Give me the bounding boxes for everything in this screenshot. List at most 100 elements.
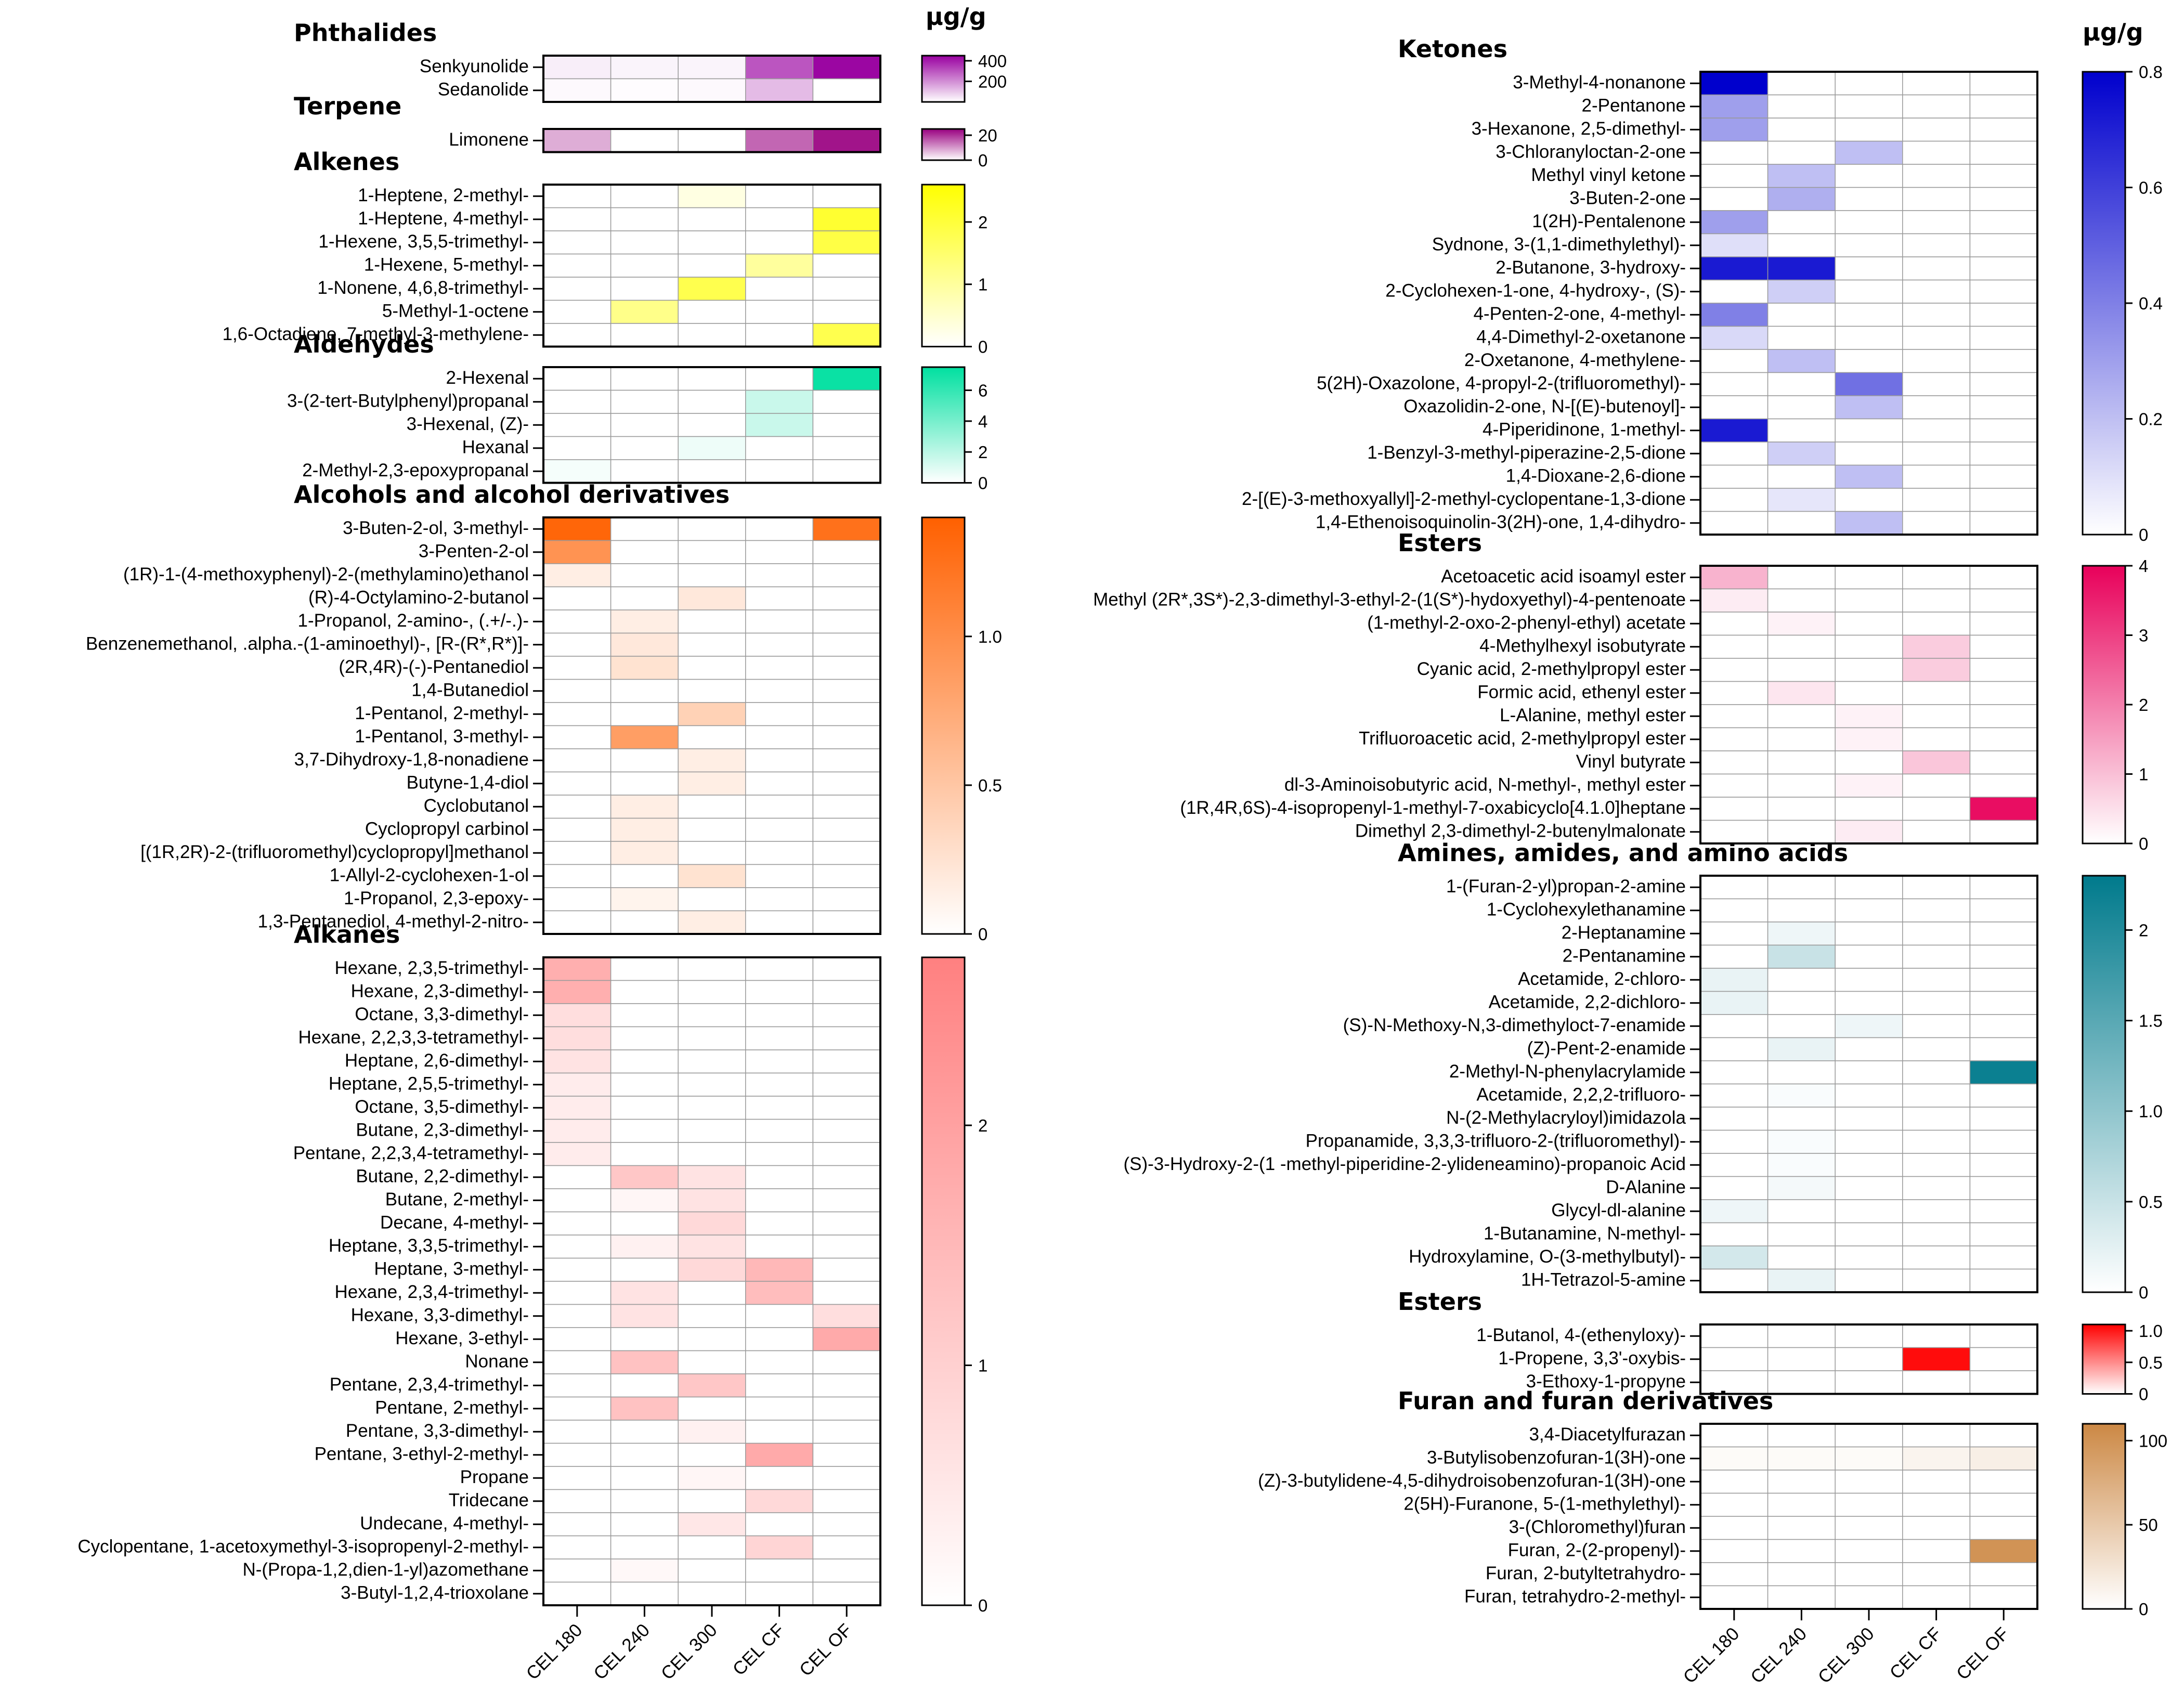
row-label: 3,4-Diacetylfurazan (1529, 1424, 1686, 1445)
heatmap-cell (1700, 395, 1769, 420)
row-label: 1-(Furan-2-yl)propan-2-amine (1446, 876, 1686, 897)
heatmap-cell (678, 795, 746, 819)
heatmap-cell (610, 367, 679, 391)
heatmap-cell (812, 1420, 881, 1444)
heatmap-cell (812, 795, 881, 819)
row-label: 1-Hexene, 3,5,5-trimethyl- (318, 231, 529, 252)
heatmap-cell (812, 207, 881, 231)
heatmap-cell (812, 1003, 881, 1028)
row-label: 2(5H)-Furanone, 5-(1-methylethyl)- (1403, 1494, 1686, 1514)
colorbar (2082, 565, 2126, 844)
heatmap-cell (1835, 349, 1903, 373)
heatmap-cell (678, 632, 746, 657)
heatmap-cell (610, 323, 679, 347)
row-label: Furan, 2-butyltetrahydro- (1486, 1563, 1686, 1583)
row-label: Butane, 2,3-dimethyl- (356, 1120, 529, 1140)
panel-title: Furan and furan derivatives (1398, 1387, 1773, 1415)
heatmap-cell (1700, 1176, 1769, 1200)
colorbar (921, 55, 966, 103)
panel-title: Alcohols and alcohol derivatives (294, 480, 730, 509)
heatmap-cell (745, 1142, 814, 1166)
heatmap-cell (678, 1096, 746, 1120)
heatmap-cell (610, 817, 679, 842)
row-label: (1R)-1-(4-methoxyphenyl)-2-(methylamino)… (123, 564, 529, 584)
heatmap-cell (543, 413, 612, 437)
heatmap-cell (1835, 1324, 1903, 1348)
heatmap-cell (745, 1211, 814, 1236)
heatmap-cell (1835, 1370, 1903, 1395)
heatmap-cell (812, 1119, 881, 1143)
colorbar-tick-label: 2 (978, 213, 987, 232)
heatmap-cell (1969, 1222, 2038, 1246)
heatmap-cell (1835, 1492, 1903, 1517)
heatmap-cell (610, 1466, 679, 1490)
heatmap-cell (1767, 565, 1836, 590)
heatmap-cell (1969, 991, 2038, 1015)
heatmap-cell (543, 817, 612, 842)
heatmap-cell (745, 459, 814, 484)
row-label: Cyclopentane, 1-acetoxymethyl-3-isoprope… (77, 1537, 529, 1557)
row-label: Furan, tetrahydro-2-methyl- (1464, 1587, 1686, 1607)
heatmap-cell (1902, 1199, 1971, 1224)
heatmap-cell (1902, 773, 1971, 798)
row-label: Benzenemethanol, .alpha.-(1-aminoethyl)-… (86, 634, 529, 654)
heatmap-cell (1700, 418, 1769, 443)
row-label: Glycyl-dl-alanine (1551, 1200, 1686, 1220)
heatmap-cell (1835, 991, 1903, 1015)
heatmap-cell (1902, 1370, 1971, 1395)
heatmap-cell (812, 1026, 881, 1050)
heatmap-cell (610, 864, 679, 888)
heatmap-cell (745, 1235, 814, 1259)
heatmap-cell (543, 459, 612, 484)
row-label: 3-Methyl-4-nonanone (1513, 72, 1686, 93)
heatmap-cell (812, 1304, 881, 1328)
heatmap-panel: Esters Acetoacetic acid isoamyl ester Meth… (1093, 529, 2148, 853)
heatmap-cell (678, 702, 746, 726)
heatmap-cell (1767, 1199, 1836, 1224)
heatmap-cell (1700, 511, 1769, 535)
heatmap-cell (1767, 418, 1836, 443)
heatmap-cell (812, 277, 881, 301)
heatmap-cell (543, 1049, 612, 1074)
heatmap-cell (812, 1396, 881, 1421)
row-label: D-Alanine (1606, 1177, 1686, 1198)
heatmap-cell (745, 1373, 814, 1398)
heatmap-cell (1969, 488, 2038, 512)
heatmap-cell (1902, 681, 1971, 705)
heatmap-cell (1700, 1324, 1769, 1348)
colorbar-tick-label: 0.5 (2139, 1192, 2163, 1212)
x-axis-label: CEL CF (729, 1620, 789, 1680)
heatmap-cell (745, 864, 814, 888)
heatmap-cell (678, 517, 746, 541)
row-label: 3-Buten-2-one (1569, 188, 1686, 209)
heatmap-cell (543, 702, 612, 726)
heatmap-cell (610, 679, 679, 703)
heatmap-cell (1767, 820, 1836, 844)
heatmap-cell (1902, 1492, 1971, 1517)
heatmap-cell (1969, 658, 2038, 682)
heatmap-cell (1700, 1492, 1769, 1517)
heatmap-cell (1835, 164, 1903, 188)
row-label: 3-Butylisobenzofuran-1(3H)-one (1427, 1448, 1686, 1468)
heatmap-cell (1767, 395, 1836, 420)
heatmap-cell (1835, 1199, 1903, 1224)
heatmap-cell (745, 1327, 814, 1352)
heatmap-cell (678, 980, 746, 1004)
row-label: 2-Oxetanone, 4-methylene- (1464, 350, 1686, 370)
row-label: Dimethyl 2,3-dimethyl-2-butenylmalonate (1355, 821, 1686, 841)
row-label: 1,4-Ethenoisoquinolin-3(2H)-one, 1,4-dih… (1316, 512, 1686, 532)
row-label: Hexane, 2,2,3,3-tetramethyl- (298, 1028, 529, 1048)
heatmap-cell (812, 609, 881, 634)
heatmap-cell (745, 1304, 814, 1328)
heatmap-cell (1767, 1037, 1836, 1061)
heatmap-cell (1969, 1107, 2038, 1131)
row-label: 1,4-Dioxane-2,6-dione (1506, 466, 1686, 486)
heatmap-cell (1835, 820, 1903, 844)
heatmap-cell (1700, 944, 1769, 969)
heatmap-cell (678, 540, 746, 564)
heatmap-cell (610, 1373, 679, 1398)
heatmap-cell (1767, 658, 1836, 682)
heatmap-cell (1902, 1470, 1971, 1494)
